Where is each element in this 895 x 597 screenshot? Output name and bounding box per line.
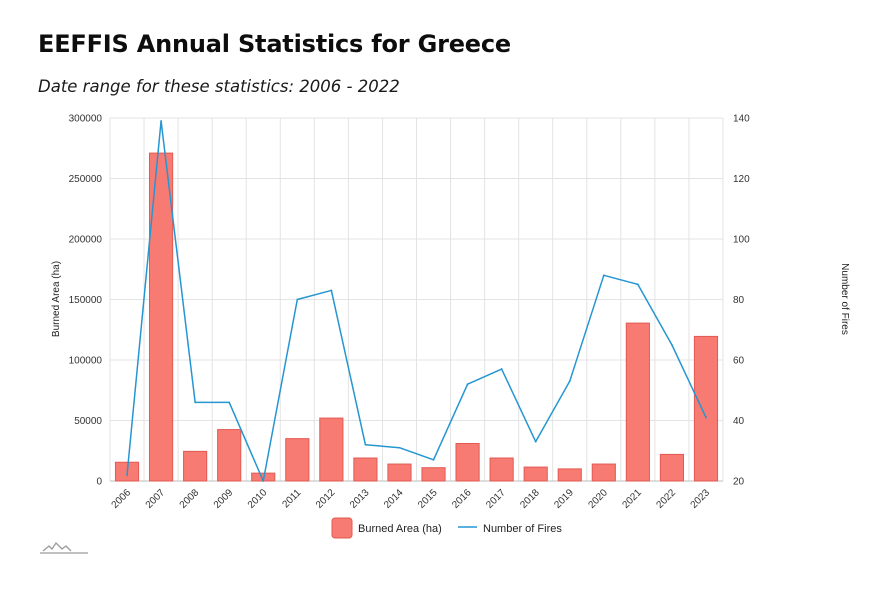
bar-burned-area-2022: [659, 453, 684, 482]
point-number-of-fires-2012: [330, 289, 333, 292]
y-tick-label-left: 150000: [69, 295, 103, 306]
y-axis-title-left: Burned Area (ha): [51, 261, 62, 337]
point-number-of-fires-2023: [705, 416, 707, 419]
bar-burned-area-2020: [591, 463, 616, 482]
point-number-of-fires-2007: [160, 120, 162, 122]
y-tick-label-right: 100: [733, 235, 750, 246]
y-tick-label-right: 20: [733, 477, 745, 488]
point-number-of-fires-2016: [466, 383, 469, 386]
point-number-of-fires-2015: [432, 458, 435, 461]
point-number-of-fires-2022: [671, 343, 673, 346]
bar-burned-area-2014: [387, 463, 412, 482]
bar-burned-area-2013: [353, 457, 378, 482]
x-tick-label: 2012: [314, 487, 338, 511]
x-tick-label: 2020: [586, 487, 610, 511]
x-tick-label: 2019: [552, 487, 576, 511]
x-tick-label: 2009: [212, 487, 236, 511]
y-tick-label-left: 300000: [69, 114, 103, 125]
y-tick-label-right: 60: [733, 356, 745, 367]
line-number-of-fires: [126, 120, 707, 482]
page-title: EEFFIS Annual Statistics for Greece: [38, 30, 511, 58]
x-tick-label: 2007: [144, 487, 168, 511]
point-number-of-fires-2021: [636, 283, 639, 286]
y-tick-label-left: 200000: [69, 235, 103, 246]
point-number-of-fires-2008: [194, 401, 197, 404]
x-tick-label: 2015: [416, 487, 440, 511]
point-number-of-fires-2006: [126, 474, 128, 476]
point-number-of-fires-2020: [602, 274, 605, 277]
x-tick-label: 2017: [484, 487, 508, 511]
x-tick-label: 2008: [178, 487, 202, 511]
x-tick-label: 2021: [620, 487, 644, 511]
mountain-logo-icon: [40, 541, 88, 554]
point-number-of-fires-2017: [500, 368, 503, 370]
x-tick-label: 2022: [655, 487, 679, 511]
grid-lines: [109, 117, 724, 482]
y-tick-label-left: 100000: [69, 356, 103, 367]
y-tick-label-right: 80: [733, 295, 745, 306]
point-number-of-fires-2010: [262, 480, 265, 482]
y-tick-label-right: 120: [733, 174, 750, 185]
bar-burned-area-2017: [489, 457, 514, 482]
point-number-of-fires-2014: [398, 446, 401, 449]
point-number-of-fires-2019: [568, 380, 571, 383]
bar-burned-area-2008: [183, 450, 208, 482]
bar-burned-area-2023: [693, 335, 719, 482]
point-number-of-fires-2009: [228, 401, 231, 404]
point-number-of-fires-2018: [534, 440, 537, 443]
x-tick-label: 2018: [518, 487, 542, 511]
y-tick-label-left: 0: [96, 477, 102, 488]
bar-burned-area-2018: [523, 466, 548, 482]
point-number-of-fires-2013: [364, 443, 367, 446]
legend-label-number-of-fires: Number of Fires: [483, 523, 562, 535]
bar-burned-area-2016: [455, 442, 480, 482]
x-tick-label: 2010: [246, 487, 270, 511]
x-tick-label: 2016: [450, 487, 474, 511]
bar-burned-area-2007: [149, 152, 174, 482]
x-tick-label: 2014: [382, 487, 406, 511]
y-tick-label-right: 140: [733, 114, 750, 125]
legend: Burned Area (ha) Number of Fires: [331, 517, 562, 539]
x-tick-label: 2023: [689, 487, 713, 511]
bar-burned-area-2012: [319, 417, 344, 482]
x-tick-label: 2013: [348, 487, 372, 511]
bar-burned-area-2021: [625, 322, 650, 482]
point-number-of-fires-2011: [296, 298, 299, 301]
legend-swatch-burned-area: [331, 517, 353, 539]
bar-burned-area-2011: [285, 438, 310, 482]
x-tick-label: 2006: [110, 487, 134, 511]
y-tick-label-left: 250000: [69, 174, 103, 185]
legend-label-burned-area: Burned Area (ha): [358, 523, 442, 535]
y-tick-label-right: 40: [733, 416, 745, 427]
bar-burned-area-2015: [421, 467, 446, 482]
page-subtitle: Date range for these statistics: 2006 - …: [38, 77, 400, 96]
bar-burned-area-2019: [557, 468, 582, 482]
x-tick-label: 2011: [280, 487, 303, 510]
y-axis-title-right: Number of Fires: [839, 263, 850, 335]
bar-burned-area-2009: [217, 429, 242, 482]
bar-series: [114, 152, 719, 482]
line-series: [126, 120, 707, 482]
y-tick-label-left: 50000: [74, 416, 102, 427]
